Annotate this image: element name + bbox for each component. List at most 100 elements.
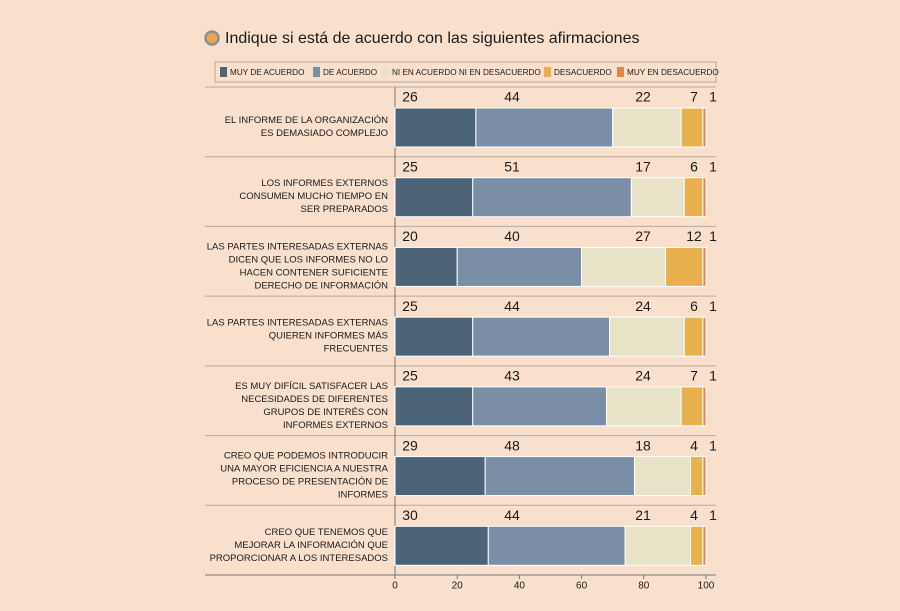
bar-segment xyxy=(680,107,704,148)
value-label: 26 xyxy=(402,89,418,105)
value-label: 43 xyxy=(504,368,520,384)
bar-segment xyxy=(472,386,607,427)
category-label: UNA MAYOR EFICIENCIA A NUESTRA xyxy=(220,464,388,475)
value-label: 7 xyxy=(690,89,698,105)
category-label: CREO QUE TENEMOS QUE xyxy=(265,527,388,538)
value-label: 1 xyxy=(709,507,717,523)
value-label: 22 xyxy=(635,89,651,105)
category-label: ES MUY DIFÍCIL SATISFACER LAS xyxy=(235,381,388,392)
bar-segment xyxy=(484,456,635,497)
legend-label: DE ACUERDO xyxy=(323,68,377,77)
value-label: 6 xyxy=(690,158,698,174)
x-tick-label: 0 xyxy=(392,581,398,592)
category-label: PROPORCIONAR A LOS INTERESADOS xyxy=(210,553,388,564)
bar-segment xyxy=(665,246,704,287)
value-label: 12 xyxy=(686,228,702,244)
bar-segment xyxy=(609,316,685,357)
value-label: 1 xyxy=(709,298,717,314)
value-label: 20 xyxy=(402,228,418,244)
bar-segment xyxy=(702,386,707,427)
value-label: 25 xyxy=(402,298,418,314)
bar-segment xyxy=(683,177,704,218)
value-label: 30 xyxy=(402,507,418,523)
value-label: 7 xyxy=(690,368,698,384)
bar-segment xyxy=(683,316,704,357)
x-tick-label: 40 xyxy=(514,581,526,592)
bar-segment xyxy=(394,107,477,148)
x-tick-label: 80 xyxy=(638,581,650,592)
category-label: EL INFORME DE LA ORGANIZACIÓN xyxy=(225,115,388,126)
category-label: FRECUENTES xyxy=(324,344,388,355)
category-label: PROCESO DE PRESENTACIÓN DE xyxy=(232,477,388,488)
value-label: 4 xyxy=(690,437,698,453)
bar-segment xyxy=(702,456,707,497)
value-label: 1 xyxy=(709,228,717,244)
bar-segment xyxy=(702,316,707,357)
bar-segment xyxy=(702,246,707,287)
legend-label: NI EN ACUERDO NI EN DESACUERDO xyxy=(392,68,541,77)
value-label: 25 xyxy=(402,368,418,384)
legend-label: MUY EN DESACUERDO xyxy=(627,68,719,77)
bar-segment xyxy=(680,386,704,427)
bar-segment xyxy=(394,177,474,218)
category-label: INFORMES xyxy=(338,490,388,501)
category-label: MEJORAR LA INFORMACIÓN QUE xyxy=(234,540,388,551)
bar-segment xyxy=(475,107,614,148)
category-label: ES DEMASIADO COMPLEJO xyxy=(261,128,388,139)
legend-swatch xyxy=(313,67,320,77)
chart-title: Indique si está de acuerdo con las sigui… xyxy=(225,30,639,47)
legend-swatch xyxy=(544,67,551,77)
bar-segment xyxy=(394,456,486,497)
value-label: 1 xyxy=(709,437,717,453)
value-label: 24 xyxy=(635,298,651,314)
value-label: 44 xyxy=(504,298,520,314)
value-label: 24 xyxy=(635,368,651,384)
category-label: DICEN QUE LOS INFORMES NO LO xyxy=(229,254,388,265)
bar-segment xyxy=(702,107,707,148)
category-label: LAS PARTES INTERESADAS EXTERNAS xyxy=(207,241,388,252)
category-label: SER PREPARADOS xyxy=(301,204,388,215)
legend-swatch xyxy=(382,67,389,77)
value-label: 4 xyxy=(690,507,698,523)
bar-segment xyxy=(702,525,707,566)
x-tick-label: 20 xyxy=(452,581,464,592)
bar-segment xyxy=(394,525,489,566)
legend-label: MUY DE ACUERDO xyxy=(230,68,304,77)
bar-segment xyxy=(689,525,704,566)
bar-segment xyxy=(581,246,667,287)
bar-segment xyxy=(472,316,611,357)
bar-segment xyxy=(394,246,458,287)
value-label: 1 xyxy=(709,89,717,105)
bar-segment xyxy=(456,246,583,287)
category-label: GRUPOS DE INTERÉS CON xyxy=(263,407,388,418)
value-label: 48 xyxy=(504,437,520,453)
legend-box xyxy=(214,61,717,83)
category-label: NECESIDADES DE DIFERENTES xyxy=(241,394,388,405)
bar-segment xyxy=(633,456,691,497)
category-label: CONSUMEN MUCHO TIEMPO EN xyxy=(239,191,388,202)
value-label: 40 xyxy=(504,228,520,244)
category-label: HACEN CONTENER SUFICIENTE xyxy=(240,267,388,278)
value-label: 6 xyxy=(690,298,698,314)
legend-swatch xyxy=(617,67,624,77)
category-label: LOS INFORMES EXTERNOS xyxy=(261,178,388,189)
legend-swatch xyxy=(220,67,227,77)
bar-segment xyxy=(487,525,626,566)
category-label: LAS PARTES INTERESADAS EXTERNAS xyxy=(207,318,388,329)
category-label: QUIEREN INFORMES MÁS xyxy=(269,331,388,342)
value-label: 44 xyxy=(504,89,520,105)
value-label: 1 xyxy=(709,158,717,174)
bar-segment xyxy=(689,456,704,497)
value-label: 17 xyxy=(635,158,651,174)
value-label: 51 xyxy=(504,158,520,174)
value-label: 44 xyxy=(504,507,520,523)
title-icon xyxy=(204,30,220,46)
bar-segment xyxy=(624,525,691,566)
legend-label: DESACUERDO xyxy=(554,68,612,77)
value-label: 18 xyxy=(635,437,651,453)
x-tick-label: 100 xyxy=(698,581,715,592)
bar-segment xyxy=(394,386,474,427)
value-label: 29 xyxy=(402,437,418,453)
